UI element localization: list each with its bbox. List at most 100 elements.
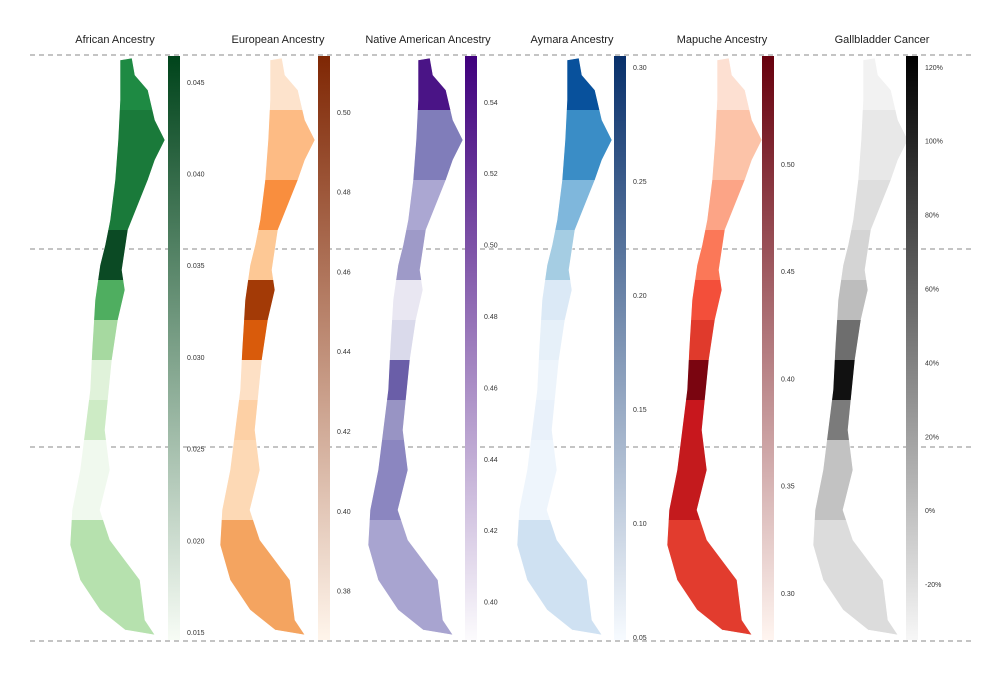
color-bar-label: 0.40 <box>337 509 351 516</box>
panel-title: European Ancestry <box>232 34 325 46</box>
region <box>667 520 762 635</box>
color-bar-label: 0.38 <box>337 589 351 596</box>
color-bar-label: 0.54 <box>484 100 498 107</box>
region <box>70 360 165 401</box>
region <box>667 440 762 521</box>
region <box>220 230 315 281</box>
color-bar-label: 0.42 <box>484 528 498 535</box>
region <box>517 360 612 401</box>
region <box>667 280 762 321</box>
color-bar-label: 0.045 <box>187 80 205 87</box>
color-bar-label: 20% <box>925 434 939 441</box>
region <box>70 400 165 441</box>
panel: Native American Ancestry 0.54 0.52 0.50 0.48… <box>365 34 498 640</box>
region <box>368 520 463 635</box>
color-bar <box>906 56 918 640</box>
region <box>813 180 908 231</box>
color-bar-label: 0.10 <box>633 521 647 528</box>
region <box>517 400 612 441</box>
color-bar-label: 0.30 <box>633 65 647 72</box>
map-outline <box>69 57 166 636</box>
color-bar-label: 0% <box>925 508 935 515</box>
region <box>368 360 463 401</box>
color-bar-label: 100% <box>925 139 943 146</box>
color-bar-label: 0.48 <box>484 314 498 321</box>
color-bar-label: 60% <box>925 287 939 294</box>
map-outline <box>367 57 464 636</box>
color-bar-label: 0.15 <box>633 407 647 414</box>
panel: Aymara Ancestry 0.30 0.25 0.20 0.15 0.10 0.05 <box>516 34 647 642</box>
color-bar-label: 0.025 <box>187 447 205 454</box>
region <box>368 440 463 521</box>
color-bar-label: 0.020 <box>187 538 205 545</box>
panel-title: Aymara Ancestry <box>531 34 614 46</box>
region <box>368 400 463 441</box>
color-bar-label: 0.46 <box>337 269 351 276</box>
color-bar-label: 0.40 <box>781 376 795 383</box>
region <box>813 440 908 521</box>
region <box>70 58 165 111</box>
region <box>220 400 315 441</box>
color-bar-label: 40% <box>925 360 939 367</box>
color-bar <box>762 56 774 640</box>
region <box>220 360 315 401</box>
region <box>368 280 463 321</box>
color-bar <box>465 56 477 640</box>
panel-title: African Ancestry <box>75 34 155 46</box>
region <box>368 230 463 281</box>
color-bar-label: 0.30 <box>781 591 795 598</box>
region <box>517 280 612 321</box>
region <box>220 58 315 111</box>
region <box>368 58 463 111</box>
region <box>368 320 463 361</box>
region <box>667 400 762 441</box>
region <box>813 360 908 401</box>
map-outline <box>812 57 909 636</box>
color-bar-label: 0.20 <box>633 293 647 300</box>
color-bar-label: 0.040 <box>187 172 205 179</box>
color-bar-label: 0.015 <box>187 630 205 637</box>
color-bar-label: 0.45 <box>781 269 795 276</box>
region <box>70 520 165 635</box>
color-bar-label: 0.05 <box>633 635 647 642</box>
region <box>70 440 165 521</box>
map-outline <box>219 57 316 636</box>
map-outline <box>516 57 613 636</box>
color-bar-label: 0.48 <box>337 190 351 197</box>
panel-title: Mapuche Ancestry <box>677 34 768 46</box>
region <box>220 280 315 321</box>
color-bar-label: 0.42 <box>337 429 351 436</box>
region <box>70 280 165 321</box>
color-bar-label: 0.44 <box>484 457 498 464</box>
panel: European Ancestry 0.50 0.48 0.46 0.44 0.42 0.4… <box>219 34 351 640</box>
color-bar-label: 120% <box>925 65 943 72</box>
region <box>667 230 762 281</box>
dividers <box>30 54 975 642</box>
map-outline <box>666 57 763 636</box>
region <box>813 520 908 635</box>
panel: Mapuche Ancestry 0.50 0.45 0.40 0.35 0.30 <box>666 34 795 640</box>
color-bar <box>168 56 180 640</box>
panel: African Ancestry 0.045 0.040 0.035 0.030 0.02… <box>69 34 205 640</box>
region <box>813 320 908 361</box>
color-bar-label: 0.44 <box>337 349 351 356</box>
region <box>517 230 612 281</box>
color-bar-label: 0.50 <box>484 243 498 250</box>
color-bar <box>318 56 330 640</box>
color-bar-label: 0.52 <box>484 171 498 178</box>
region <box>70 230 165 281</box>
color-bar-label: -20% <box>925 582 941 589</box>
region <box>667 180 762 231</box>
region <box>813 400 908 441</box>
region <box>220 520 315 635</box>
color-bar-label: 0.46 <box>484 385 498 392</box>
region <box>667 360 762 401</box>
region <box>368 180 463 231</box>
region <box>220 320 315 361</box>
color-bar-label: 0.25 <box>633 179 647 186</box>
region <box>667 320 762 361</box>
region <box>220 440 315 521</box>
region <box>517 58 612 111</box>
color-bar-label: 0.40 <box>484 600 498 607</box>
